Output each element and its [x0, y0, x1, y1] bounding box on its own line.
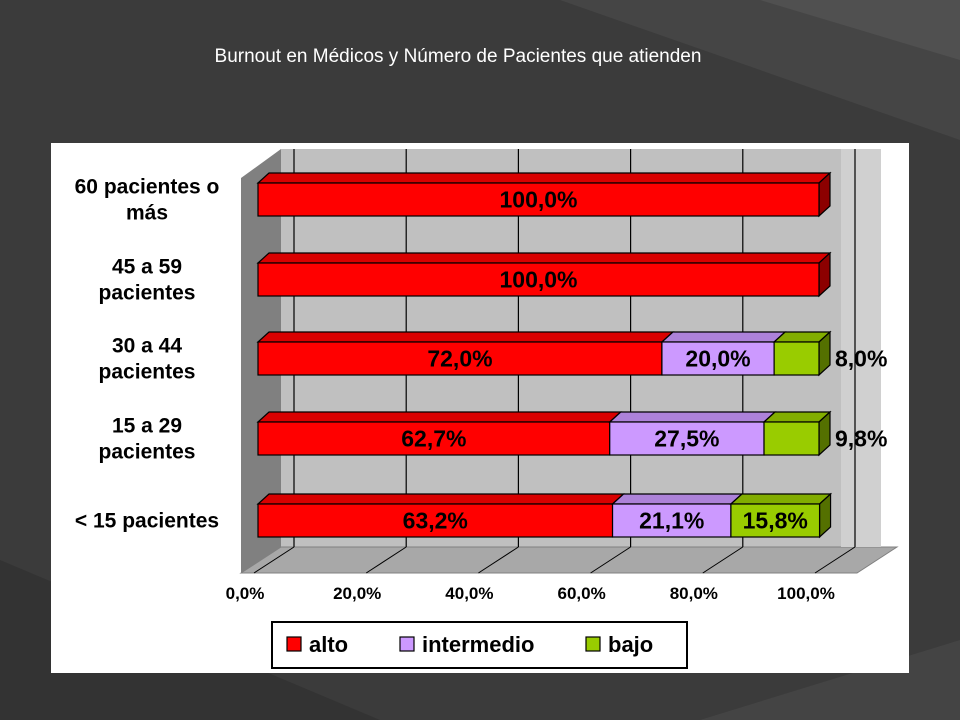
- bar-alto: [256, 331, 675, 376]
- category-label: 15 a 29 pacientes: [99, 415, 196, 464]
- category-label-line: 60 pacientes o: [75, 176, 220, 199]
- legend-item-intermedio: intermedio: [399, 632, 534, 657]
- legend-box: [271, 621, 688, 669]
- data-label: 63,2%: [403, 508, 468, 534]
- category-label: 60 pacientes o más: [75, 176, 220, 225]
- data-label: 21,1%: [639, 508, 704, 534]
- bar-intermedio: [660, 331, 787, 376]
- x-tick-label: 20,0%: [333, 584, 381, 603]
- category-label: 30 a 44 pacientes: [99, 335, 196, 384]
- data-label: 27,5%: [654, 426, 719, 452]
- legend-swatch: [585, 636, 601, 652]
- x-tick-label: 60,0%: [557, 584, 605, 603]
- legend-label: alto: [309, 632, 348, 657]
- gridline-floor: [253, 546, 295, 574]
- data-label: 9,8%: [835, 426, 887, 452]
- legend-item-alto: alto: [286, 632, 348, 657]
- legend-swatch: [399, 636, 415, 652]
- legend-item-bajo: bajo: [585, 632, 653, 657]
- category-label-line: 15 a 29: [112, 415, 182, 438]
- x-tick-label: 40,0%: [445, 584, 493, 603]
- category-label: < 15 pacientes: [75, 510, 219, 533]
- gridline-floor: [702, 546, 744, 574]
- plot-floor: [239, 546, 899, 574]
- data-label: 8,0%: [835, 346, 887, 372]
- category-label-line: < 15 pacientes: [75, 510, 219, 533]
- slide-title: Burnout en Médicos y Número de Pacientes…: [214, 46, 702, 67]
- legend-swatch: [286, 636, 302, 652]
- data-label: 100,0%: [499, 187, 577, 213]
- bar-intermedio: [611, 493, 744, 538]
- category-label-line: pacientes: [99, 361, 196, 384]
- legend-label: bajo: [608, 632, 653, 657]
- chart-panel: 100,0% 100,0% 72,0% 20,0% 8,0% 62,7% 27,5% 9,8%…: [51, 143, 909, 673]
- bar-bajo: [772, 330, 832, 377]
- data-label: 72,0%: [427, 346, 492, 372]
- bar-intermedio: [608, 411, 777, 456]
- data-label: 100,0%: [499, 267, 577, 293]
- data-label: 20,0%: [685, 346, 750, 372]
- bar-bajo: [762, 410, 832, 457]
- bar-alto: [256, 251, 832, 298]
- x-tick-label: 80,0%: [670, 584, 718, 603]
- gridline-floor: [478, 546, 519, 574]
- category-label-line: más: [126, 202, 168, 225]
- bar-alto: [256, 171, 832, 218]
- gridline-floor: [590, 546, 631, 574]
- category-label-line: 30 a 44: [112, 335, 182, 358]
- legend-label: intermedio: [422, 632, 534, 657]
- plot-right-wall: [841, 149, 881, 547]
- category-label-line: pacientes: [99, 282, 196, 305]
- bar-bajo: [729, 492, 833, 539]
- data-label: 15,8%: [743, 508, 808, 534]
- stacked-bar-chart: 100,0% 100,0% 72,0% 20,0% 8,0% 62,7% 27,5% 9,8%…: [75, 149, 899, 669]
- x-tick-label: 100,0%: [777, 584, 835, 603]
- bar-alto: [256, 493, 626, 538]
- bar-alto: [256, 411, 623, 456]
- category-label-line: pacientes: [99, 441, 196, 464]
- x-tick-label: 0,0%: [226, 584, 265, 603]
- gridline-floor: [814, 546, 856, 574]
- category-label-line: 45 a 59: [112, 256, 182, 279]
- gridline-floor: [365, 546, 407, 574]
- category-label: 45 a 59 pacientes: [99, 256, 196, 305]
- data-label: 62,7%: [401, 426, 466, 452]
